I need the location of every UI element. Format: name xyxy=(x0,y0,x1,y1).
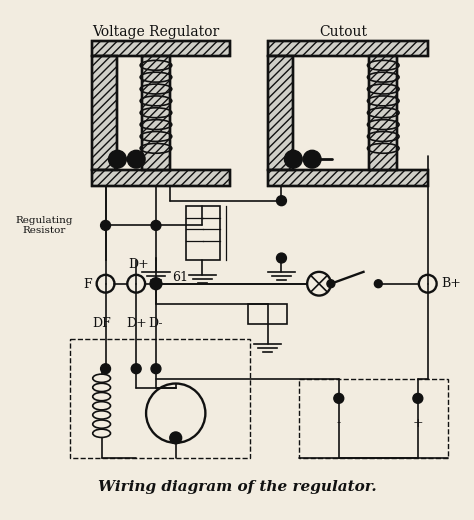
Text: -: - xyxy=(337,417,341,430)
Bar xyxy=(142,56,170,170)
Bar xyxy=(299,379,447,458)
Circle shape xyxy=(131,364,141,374)
Circle shape xyxy=(374,280,382,288)
Circle shape xyxy=(170,432,182,444)
Bar xyxy=(92,41,230,56)
Text: D+: D+ xyxy=(126,317,146,330)
Text: D+: D+ xyxy=(128,258,148,271)
Bar xyxy=(268,170,428,186)
Text: D-: D- xyxy=(149,317,163,330)
Text: Regulating
Resistor: Regulating Resistor xyxy=(16,216,73,235)
Circle shape xyxy=(327,280,335,288)
Circle shape xyxy=(276,196,286,205)
Text: F: F xyxy=(83,278,92,291)
Bar xyxy=(268,41,428,56)
Circle shape xyxy=(109,150,126,168)
Circle shape xyxy=(334,394,344,404)
Bar xyxy=(92,41,230,56)
Bar xyxy=(268,56,293,170)
Bar xyxy=(70,339,250,458)
Bar xyxy=(369,56,397,170)
Bar xyxy=(369,56,397,170)
Circle shape xyxy=(303,150,321,168)
Text: 61: 61 xyxy=(172,271,188,284)
Bar xyxy=(92,170,230,186)
Circle shape xyxy=(100,364,110,374)
Bar xyxy=(92,56,118,170)
Circle shape xyxy=(128,150,145,168)
Bar xyxy=(268,56,293,170)
Text: +: + xyxy=(412,417,423,430)
Bar xyxy=(268,170,428,186)
Bar xyxy=(142,56,170,170)
Text: Voltage Regulator: Voltage Regulator xyxy=(92,25,219,39)
Bar xyxy=(92,56,118,170)
Text: B+: B+ xyxy=(442,277,462,290)
Circle shape xyxy=(284,150,302,168)
Bar xyxy=(248,305,287,324)
Circle shape xyxy=(100,220,110,230)
Circle shape xyxy=(276,253,286,263)
Circle shape xyxy=(150,278,162,290)
Text: DF: DF xyxy=(92,317,111,330)
Circle shape xyxy=(151,364,161,374)
Bar xyxy=(186,205,220,260)
Circle shape xyxy=(151,220,161,230)
Bar xyxy=(92,170,230,186)
Bar xyxy=(268,41,428,56)
Text: Wiring diagram of the regulator.: Wiring diagram of the regulator. xyxy=(98,480,376,495)
Circle shape xyxy=(413,394,423,404)
Text: Cutout: Cutout xyxy=(320,25,368,39)
